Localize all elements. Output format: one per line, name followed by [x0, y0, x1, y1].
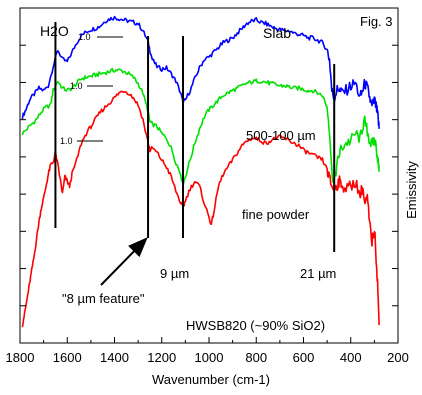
fig-label: Fig. 3: [360, 14, 393, 29]
y-axis-title: Emissivity: [404, 161, 419, 219]
scale-1-label-slab: 1.0: [78, 32, 91, 42]
x-tick-label-1000: 1000: [195, 350, 224, 365]
marker-layer: [54, 22, 336, 252]
x-tick-label-1200: 1200: [147, 350, 176, 365]
twentyone-micron-label: 21 µm: [300, 266, 336, 281]
nine-micron-label: 9 µm: [160, 266, 189, 281]
fine-powder-label: fine powder: [242, 207, 310, 222]
x-tick-label-800: 800: [245, 350, 267, 365]
scale-1-label-powder: 1.0: [60, 136, 73, 146]
x-tick-label-600: 600: [293, 350, 315, 365]
scale-1-label-grain: 1.0: [70, 81, 83, 91]
h2o-label: H2O: [40, 23, 69, 39]
series-line-0: [21, 15, 380, 129]
feature-arrow: [100, 237, 148, 286]
x-tick-label-200: 200: [387, 350, 409, 365]
feature-label: "8 µm feature": [62, 291, 145, 306]
x-tick-label-1800: 1800: [6, 350, 35, 365]
sample-label: HWSB820 (~90% SiO2): [186, 318, 325, 333]
series-line-1: [21, 67, 380, 187]
x-tick-label-400: 400: [340, 350, 362, 365]
axis-layer: 1800 1600 1400 1200 1000 800 600 400 200: [6, 7, 409, 365]
x-tick-label-1600: 1600: [53, 350, 82, 365]
x-axis-title: Wavenumber (cm-1): [152, 372, 270, 387]
x-tick-label-1400: 1400: [100, 350, 129, 365]
slab-label: Slab: [263, 25, 291, 41]
grain-size-label: 500-100 µm: [246, 128, 316, 143]
